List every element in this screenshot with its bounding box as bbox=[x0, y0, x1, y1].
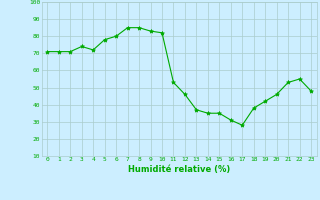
X-axis label: Humidité relative (%): Humidité relative (%) bbox=[128, 165, 230, 174]
